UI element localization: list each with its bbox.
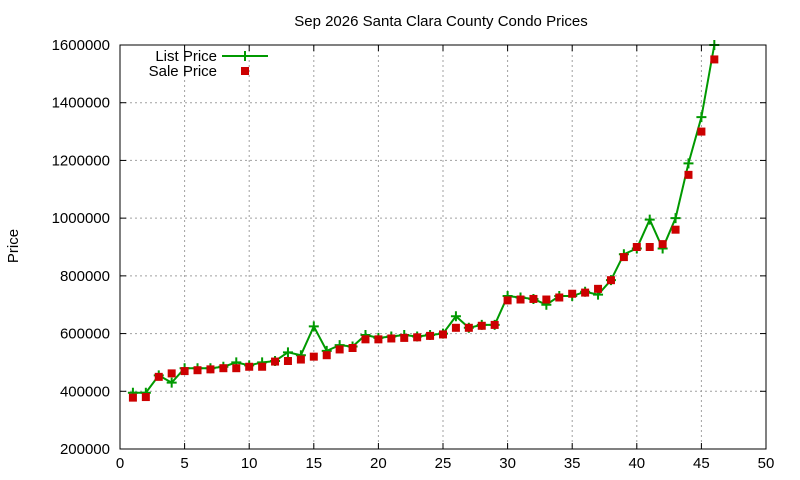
data-point-sale-price	[697, 127, 706, 136]
y-tick-label: 400000	[60, 383, 110, 400]
data-point-sale-price	[128, 393, 137, 402]
data-point-sale-price	[193, 366, 202, 375]
y-tick-label: 1200000	[52, 152, 110, 169]
data-point-sale-price	[710, 55, 719, 64]
y-tick-label: 600000	[60, 326, 110, 343]
x-tick-label: 25	[435, 455, 452, 472]
chart-title: Sep 2026 Santa Clara County Condo Prices	[294, 13, 588, 30]
data-point-list-price	[683, 158, 694, 169]
data-point-sale-price	[387, 334, 396, 343]
data-point-sale-price	[426, 331, 435, 340]
x-tick-label: 30	[499, 455, 516, 472]
data-point-sale-price	[439, 330, 447, 339]
y-tick-label: 1400000	[52, 95, 110, 112]
data-point-sale-price	[180, 367, 189, 376]
data-point-list-price	[308, 321, 319, 332]
data-point-sale-price	[245, 362, 254, 371]
data-point-sale-price	[361, 335, 370, 344]
x-tick-label: 40	[628, 455, 645, 472]
data-point-sale-price	[167, 369, 176, 378]
data-point-sale-price	[490, 320, 499, 329]
data-point-sale-price	[671, 225, 680, 234]
data-point-sale-price	[684, 170, 693, 179]
data-point-sale-price	[232, 364, 241, 373]
data-point-sale-price	[206, 365, 215, 374]
data-point-list-price	[670, 213, 681, 224]
data-point-sale-price	[555, 293, 564, 302]
data-point-sale-price	[335, 345, 344, 354]
x-tick-label: 10	[241, 455, 258, 472]
x-tick-label: 5	[180, 455, 188, 472]
data-point-list-price	[696, 112, 707, 123]
x-tick-label: 15	[305, 455, 322, 472]
data-point-sale-price	[154, 372, 163, 381]
data-point-list-price	[644, 214, 655, 225]
data-point-sale-price	[477, 321, 486, 330]
data-point-sale-price	[258, 362, 267, 371]
data-point-sale-price	[645, 243, 654, 251]
data-point-sale-price	[594, 284, 603, 293]
legend-marker-list-price	[240, 51, 250, 61]
data-point-list-price	[282, 347, 293, 358]
data-point-sale-price	[503, 296, 512, 305]
data-point-sale-price	[141, 393, 150, 402]
x-tick-label: 45	[693, 455, 710, 472]
grid	[120, 45, 766, 449]
data-point-sale-price	[374, 335, 383, 344]
data-point-sale-price	[529, 294, 538, 303]
y-tick-label: 200000	[60, 441, 110, 458]
x-tick-label: 20	[370, 455, 387, 472]
x-tick-label: 50	[758, 455, 775, 472]
data-point-sale-price	[219, 364, 228, 373]
legend-label-list-price: List Price	[155, 48, 217, 65]
data-point-sale-price	[464, 323, 473, 332]
data-point-sale-price	[271, 357, 280, 366]
data-point-sale-price	[309, 352, 318, 361]
data-point-sale-price	[283, 356, 292, 365]
y-tick-label: 1600000	[52, 37, 110, 54]
series-group	[127, 40, 720, 402]
series-line-list-price	[132, 44, 716, 394]
data-point-sale-price	[296, 355, 305, 364]
x-tick-label: 35	[564, 455, 581, 472]
data-point-sale-price	[658, 240, 667, 249]
data-point-sale-price	[348, 344, 357, 352]
legend-marker-sale-price	[241, 67, 249, 75]
x-tick-label: 0	[116, 455, 124, 472]
data-point-sale-price	[413, 333, 422, 342]
plot-frame	[119, 44, 767, 450]
data-point-sale-price	[542, 295, 551, 304]
legend-label-sale-price: Sale Price	[149, 63, 217, 80]
data-point-sale-price	[400, 333, 409, 342]
axis-ticks: 0 5 10 15 20 25 30 35 40 45 50 200000 400000 600000 80…	[52, 37, 775, 472]
y-tick-label: 1000000	[52, 210, 110, 227]
data-point-sale-price	[516, 295, 525, 304]
data-point-sale-price	[451, 323, 460, 332]
y-tick-label: 800000	[60, 268, 110, 285]
data-point-list-price	[166, 377, 177, 388]
data-point-sale-price	[632, 243, 641, 251]
data-point-sale-price	[619, 253, 628, 262]
data-point-sale-price	[568, 289, 577, 298]
data-point-sale-price	[322, 351, 331, 360]
data-point-list-price	[450, 311, 461, 322]
data-point-sale-price	[606, 276, 615, 285]
data-point-sale-price	[581, 288, 590, 297]
y-axis-label: Price	[5, 229, 22, 263]
legend: List Price Sale Price	[149, 48, 268, 80]
